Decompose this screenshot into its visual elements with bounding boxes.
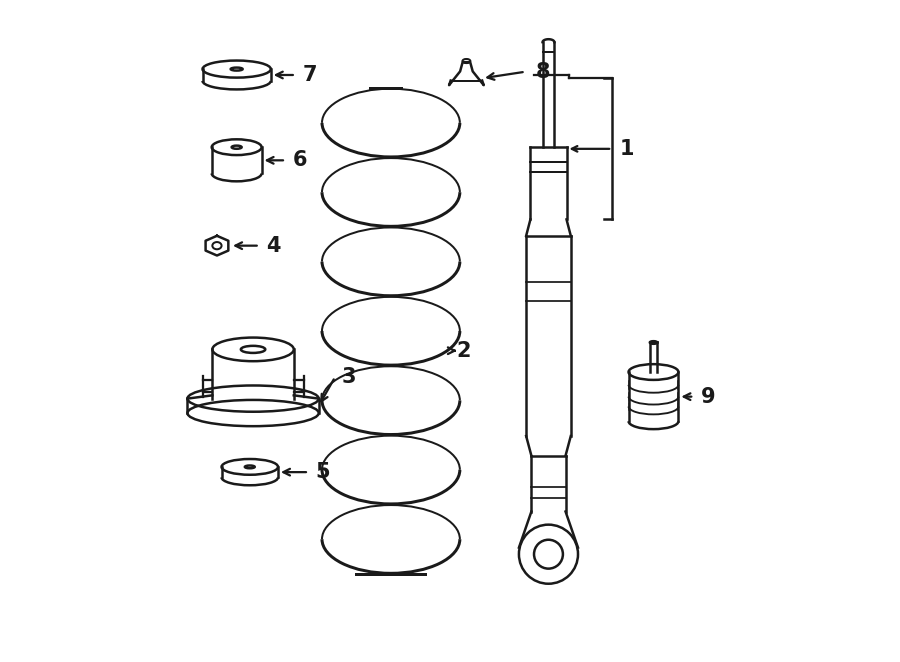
Text: 5: 5 (315, 462, 330, 482)
Text: 1: 1 (620, 139, 634, 159)
Text: 4: 4 (266, 236, 281, 256)
Text: 3: 3 (342, 367, 356, 387)
Text: 9: 9 (701, 387, 716, 406)
Text: 7: 7 (302, 65, 317, 85)
Text: 2: 2 (456, 341, 471, 361)
Text: 6: 6 (292, 150, 307, 170)
Text: 8: 8 (536, 62, 551, 81)
